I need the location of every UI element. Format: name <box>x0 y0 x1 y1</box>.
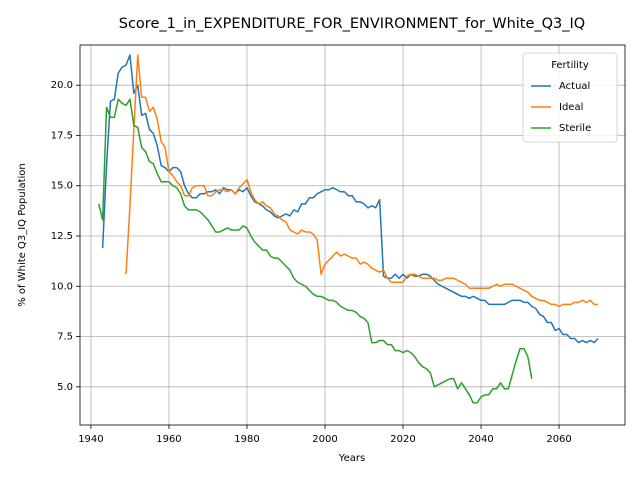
x-tick-label: 1980 <box>234 434 259 445</box>
y-tick-label: 12.5 <box>51 231 73 242</box>
x-axis-label: Years <box>338 453 365 464</box>
x-tick-label: 1940 <box>78 434 103 445</box>
y-tick-label: 20.0 <box>51 80 73 91</box>
line-series <box>98 98 533 404</box>
line-series <box>101 54 599 344</box>
y-axis-label: % of White Q3_IQ Population <box>17 163 28 307</box>
x-tick-label: 2060 <box>546 434 571 445</box>
legend-label: Actual <box>559 81 590 92</box>
y-tick-label: 17.5 <box>51 130 73 141</box>
legend-title: Fertility <box>551 60 589 71</box>
y-tick-label: 7.5 <box>57 332 73 343</box>
line-series <box>125 54 599 308</box>
legend-box <box>522 52 618 143</box>
y-tick-label: 10.0 <box>51 281 73 292</box>
x-tick-label: 2040 <box>468 434 493 445</box>
legend-label: Ideal <box>559 102 583 113</box>
x-tick-label: 2020 <box>390 434 415 445</box>
legend-label: Sterile <box>559 123 591 134</box>
x-tick-label: 1960 <box>156 434 181 445</box>
plot-frame <box>79 44 626 426</box>
chart-title: Score_1_in_EXPENDITURE_FOR_ENVIRONMENT_f… <box>119 16 585 32</box>
y-tick-label: 5.0 <box>57 382 73 393</box>
x-tick-label: 2000 <box>312 434 337 445</box>
y-tick-label: 15.0 <box>51 181 73 192</box>
